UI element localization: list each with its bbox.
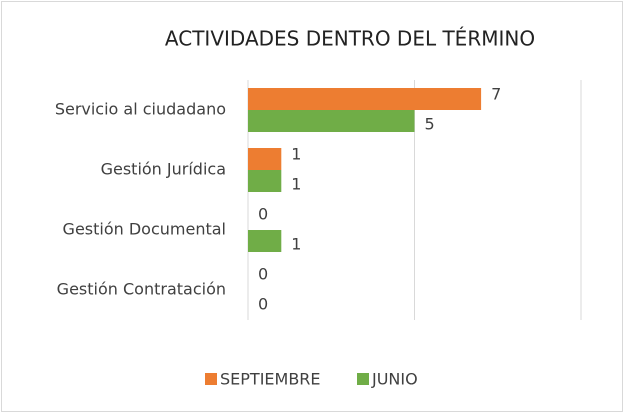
value-label: 1 (291, 235, 301, 254)
y-tick-label: Gestión Documental (63, 220, 226, 239)
value-label: 5 (425, 115, 435, 134)
y-tick-label: Gestión Jurídica (101, 160, 226, 179)
bar (248, 110, 415, 132)
value-label: 1 (291, 175, 301, 194)
value-label: 7 (491, 85, 501, 104)
chart-title: ACTIVIDADES DENTRO DEL TÉRMINO (165, 27, 535, 51)
legend-label: SEPTIEMBRE (220, 370, 321, 389)
value-label: 1 (291, 145, 301, 164)
value-label: 0 (258, 295, 268, 314)
value-label: 0 (258, 205, 268, 224)
bar (248, 148, 282, 170)
bar (248, 230, 282, 252)
y-tick-label: Gestión Contratación (57, 280, 226, 299)
bar (248, 88, 482, 110)
legend-swatch (357, 373, 369, 385)
legend-swatch (205, 373, 217, 385)
y-tick-label: Servicio al ciudadano (55, 100, 226, 119)
bar (248, 170, 282, 192)
chart-border (1, 1, 623, 412)
legend-label: JUNIO (371, 370, 418, 389)
value-label: 0 (258, 265, 268, 284)
